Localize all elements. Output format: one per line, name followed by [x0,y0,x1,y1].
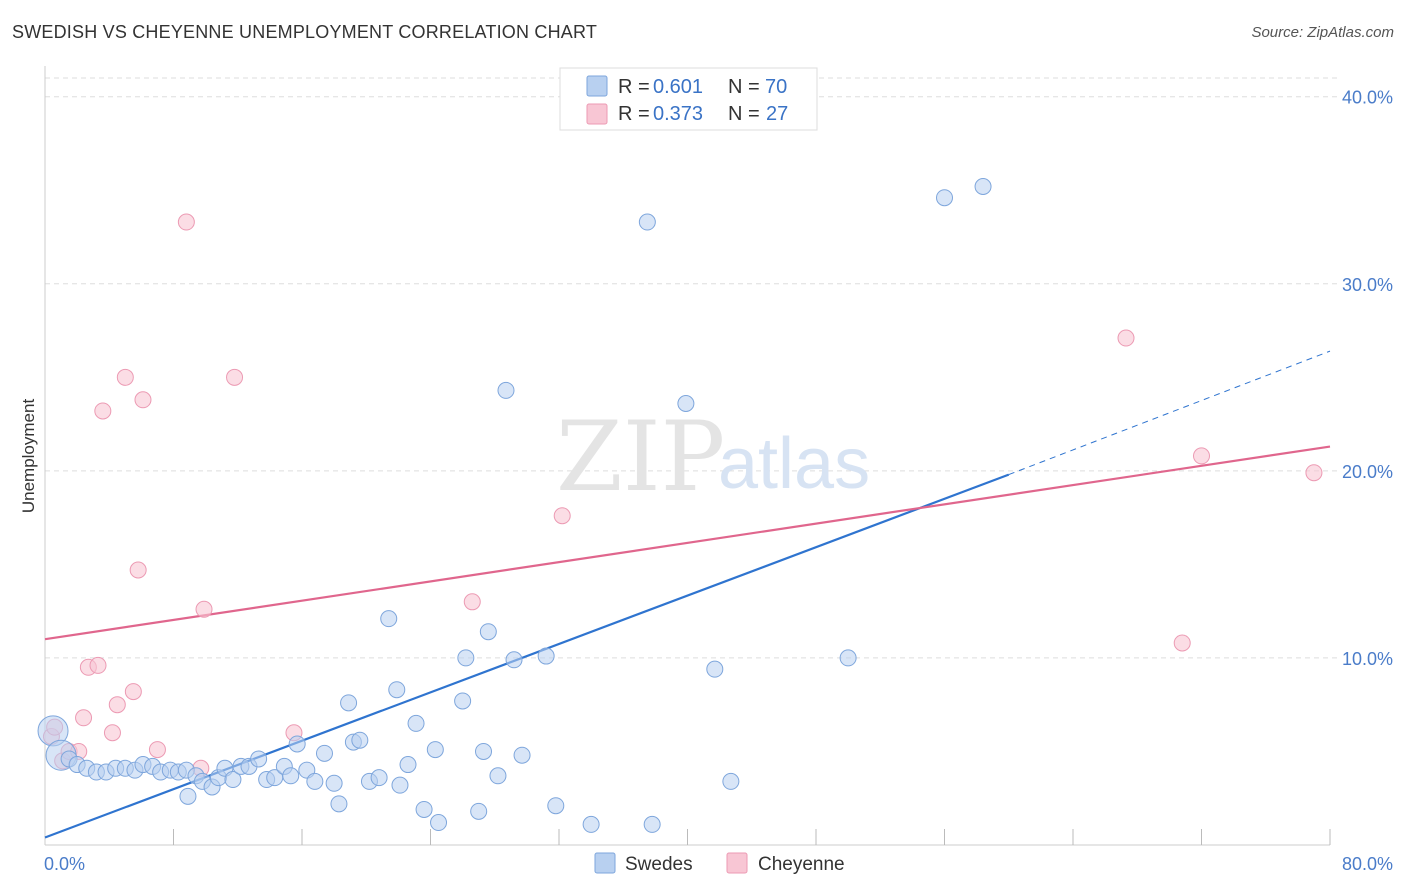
legend-swatch-swedes [586,75,608,97]
cheyenne-point-15 [148,741,166,759]
cheyenne-point-26 [1305,464,1323,482]
cheyenne-point-24 [1173,634,1191,652]
swedes-point-40 [370,769,388,787]
chart-title: SWEDISH VS CHEYENNE UNEMPLOYMENT CORRELA… [12,22,598,42]
swedes-point-45 [407,714,425,732]
bottom-legend-label-cheyenne: Cheyenne [758,854,845,875]
source-attribution: Source: ZipAtlas.com [1251,24,1394,41]
bottom-legend-swatch-swedes [594,852,616,874]
swedes-point-32 [306,772,324,790]
swedes-point-38 [351,731,369,749]
cheyenne-point-23 [1117,329,1135,347]
legend-r-label-swedes: R = [618,76,650,98]
top-legend: R = 0.601 N = 70 R = 0.373 N = 27 [559,67,818,131]
swedes-trend-line [44,473,1010,839]
swedes-point-57 [513,746,531,764]
swedes-point-43 [391,776,409,794]
swedes-point-65 [722,772,740,790]
cheyenne-point-19 [226,368,244,386]
swedes-point-64 [706,660,724,678]
swedes-point-62 [643,815,661,833]
tick-labels: 10.0% 20.0% 30.0% 40.0% 0.0% 80.0% [44,88,1393,874]
y-tick-label-20: 20.0% [1342,462,1393,482]
x-tick-label-80: 80.0% [1342,854,1393,874]
swedes-point-66 [839,649,857,667]
watermark: ZIP atlas [556,401,870,513]
legend-n-value-swedes: 70 [765,76,787,98]
swedes-point-25 [250,750,268,768]
cheyenne-point-14 [134,391,152,409]
swedes-trend-extension [1008,350,1331,476]
swedes-point-60 [582,815,600,833]
cheyenne-point-11 [116,368,134,386]
legend-r-value-swedes: 0.601 [653,76,703,98]
swedes-point-51 [470,802,488,820]
swedes-point-68 [974,178,992,196]
cheyenne-point-10 [108,696,126,714]
swedes-point-55 [497,381,515,399]
swedes-points [37,178,992,833]
swedes-point-30 [288,735,306,753]
cheyenne-point-5 [75,709,93,727]
swedes-point-63 [677,395,695,413]
cheyenne-point-25 [1193,447,1210,465]
legend-r-value-cheyenne: 0.373 [653,103,703,125]
axes [44,66,1331,846]
x-tick-label-0: 0.0% [44,854,85,874]
cheyenne-trend-line [44,445,1331,641]
swedes-point-36 [340,694,358,712]
y-tick-label-30: 30.0% [1342,275,1393,295]
watermark-atlas: atlas [718,424,870,504]
swedes-point-56 [505,651,523,669]
y-tick-label-40: 40.0% [1342,88,1393,108]
swedes-point-46 [415,800,433,818]
swedes-point-35 [330,795,348,813]
swedes-point-29 [282,767,300,785]
cheyenne-point-7 [89,656,107,674]
swedes-point-50 [457,649,475,667]
y-tick-label-10: 10.0% [1342,649,1393,669]
legend-n-label-swedes: N = [728,76,760,98]
y-axis-label: Unemployment [19,399,38,514]
swedes-point-48 [430,814,448,832]
swedes-point-47 [426,741,444,759]
legend-n-label-cheyenne: N = [728,103,760,125]
swedes-point-49 [454,692,472,710]
swedes-point-41 [380,610,398,628]
grid-lines [45,77,1340,659]
cheyenne-point-21 [463,593,481,611]
watermark-zip: ZIP [556,401,725,513]
bottom-legend-swatch-cheyenne [726,852,748,874]
cheyenne-point-9 [103,724,121,742]
swedes-point-58 [537,647,555,665]
swedes-point-16 [179,787,197,805]
swedes-point-33 [315,744,333,762]
swedes-point-34 [325,774,343,792]
swedes-point-22 [224,771,242,789]
swedes-point-44 [399,756,417,774]
cheyenne-point-22 [553,507,571,525]
cheyenne-point-16 [177,213,195,231]
bottom-legend: Swedes Cheyenne [594,852,845,875]
cheyenne-point-18 [195,600,213,618]
cheyenne-point-12 [124,683,142,701]
swedes-point-54 [489,767,507,785]
bottom-legend-label-swedes: Swedes [625,854,693,875]
cheyenne-point-8 [94,402,112,420]
cheyenne-point-13 [129,561,147,579]
swedes-point-59 [547,797,565,815]
swedes-point-53 [479,623,497,641]
swedes-point-52 [475,742,493,760]
legend-n-value-cheyenne: 27 [766,103,788,125]
swedes-point-42 [388,681,406,699]
swedes-point-67 [936,189,953,207]
legend-swatch-cheyenne [586,103,608,125]
swedes-point-61 [638,213,656,231]
legend-r-label-cheyenne: R = [618,103,650,125]
